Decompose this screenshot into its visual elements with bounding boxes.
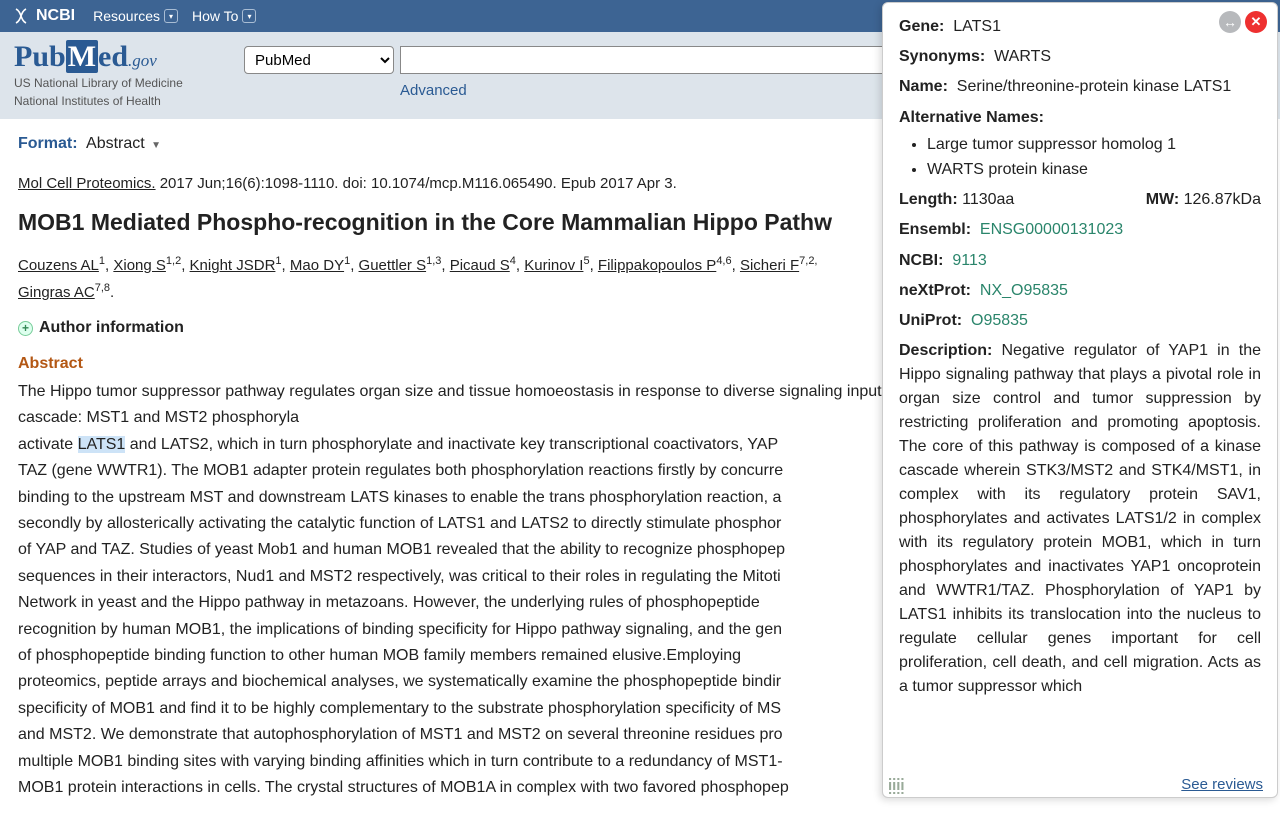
author-link[interactable]: Xiong S bbox=[113, 257, 166, 274]
uniprot-link[interactable]: O95835 bbox=[971, 312, 1028, 329]
journal-link[interactable]: Mol Cell Proteomics. bbox=[18, 175, 156, 192]
author-link[interactable]: Guettler S bbox=[359, 257, 427, 274]
list-item: Large tumor suppressor homolog 1 bbox=[927, 133, 1261, 156]
mw-value: 126.87kDa bbox=[1184, 191, 1261, 208]
author-link[interactable]: Filippakopoulos P bbox=[598, 257, 716, 274]
drag-handle-icon[interactable]: ⠿⠿⠿⠿ bbox=[887, 781, 904, 793]
author-link[interactable]: Kurinov I bbox=[524, 257, 583, 274]
chevron-down-icon: ▾ bbox=[164, 9, 178, 23]
format-control[interactable]: Format: Abstract ▼ bbox=[18, 135, 161, 153]
author-link[interactable]: Couzens AL bbox=[18, 257, 99, 274]
nextprot-link[interactable]: NX_O95835 bbox=[980, 282, 1068, 299]
nav-resources[interactable]: Resources▾ bbox=[93, 8, 178, 24]
plus-icon: + bbox=[18, 321, 33, 336]
highlighted-gene[interactable]: LATS1 bbox=[78, 436, 126, 453]
nlm-label: US National Library of Medicine bbox=[14, 76, 244, 92]
database-select[interactable]: PubMed bbox=[244, 46, 394, 74]
description-text: Negative regulator of YAP1 in the Hippo … bbox=[899, 342, 1261, 695]
nih-label: National Institutes of Health bbox=[14, 94, 244, 110]
list-item: WARTS protein kinase bbox=[927, 158, 1261, 181]
close-button[interactable]: ✕ bbox=[1245, 11, 1267, 33]
ncbi-brand: NCBI bbox=[36, 7, 75, 25]
see-reviews-link[interactable]: See reviews bbox=[1181, 776, 1263, 793]
author-link[interactable]: Picaud S bbox=[450, 257, 510, 274]
gene-value: LATS1 bbox=[953, 18, 1001, 35]
ncbi-link[interactable]: 9113 bbox=[952, 252, 986, 269]
collapse-button[interactable]: ↔ bbox=[1219, 11, 1241, 33]
author-link[interactable]: Mao DY bbox=[290, 257, 344, 274]
chevron-down-icon: ▼ bbox=[151, 140, 161, 151]
pubmed-logo[interactable]: PubMed.gov US National Library of Medici… bbox=[14, 40, 244, 109]
advanced-link[interactable]: Advanced bbox=[400, 82, 467, 99]
ncbi-helix-icon bbox=[12, 7, 30, 25]
name-value: Serine/threonine-protein kinase LATS1 bbox=[957, 78, 1232, 95]
synonyms-value: WARTS bbox=[994, 48, 1051, 65]
ncbi-logo[interactable]: NCBI bbox=[12, 7, 75, 25]
nav-howto[interactable]: How To▾ bbox=[192, 8, 256, 24]
length-value: 1130aa bbox=[962, 191, 1014, 208]
author-link[interactable]: Sicheri F bbox=[740, 257, 799, 274]
ensembl-link[interactable]: ENSG00000131023 bbox=[980, 221, 1123, 238]
gene-info-panel: ↔ ✕ Gene: LATS1 Synonyms: WARTS Name: Se… bbox=[882, 2, 1278, 798]
author-link[interactable]: Gingras AC bbox=[18, 284, 95, 301]
chevron-down-icon: ▾ bbox=[242, 9, 256, 23]
author-link[interactable]: Knight JSDR bbox=[190, 257, 276, 274]
alt-names-list: Large tumor suppressor homolog 1 WARTS p… bbox=[927, 133, 1261, 181]
